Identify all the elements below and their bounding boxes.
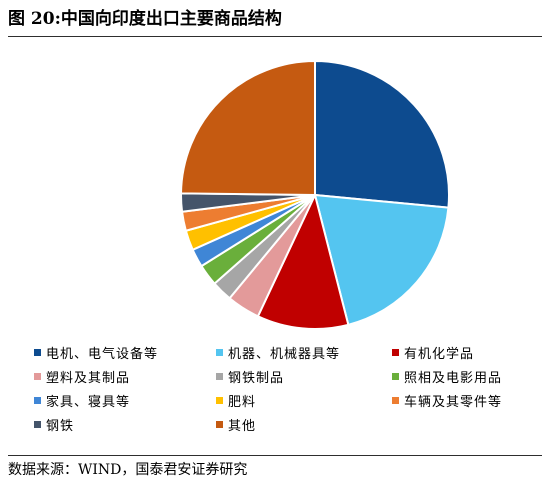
legend-item: 其他 bbox=[216, 416, 392, 434]
legend-swatch bbox=[216, 373, 223, 380]
legend-item: 钢铁 bbox=[34, 416, 216, 434]
legend-label: 钢铁制品 bbox=[228, 371, 285, 386]
pie-slice-1 bbox=[313, 193, 450, 327]
legend-item: 电机、电气设备等 bbox=[34, 344, 216, 362]
legend-swatch bbox=[216, 421, 223, 428]
pie-slice-10 bbox=[179, 59, 316, 197]
pie-slice-2 bbox=[256, 192, 350, 330]
legend-item: 肥料 bbox=[216, 392, 392, 410]
title-divider bbox=[8, 36, 542, 37]
legend-swatch bbox=[34, 397, 41, 404]
legend-swatch bbox=[34, 349, 41, 356]
legend-swatch bbox=[34, 421, 41, 428]
legend-label: 电机、电气设备等 bbox=[46, 347, 159, 362]
source-divider bbox=[8, 455, 542, 456]
legend-label: 家具、寝具等 bbox=[46, 395, 131, 410]
legend-label: 塑料及其制品 bbox=[46, 371, 131, 386]
pie-slice-0 bbox=[314, 59, 450, 209]
legend-swatch bbox=[216, 397, 223, 404]
legend-swatch bbox=[392, 397, 399, 404]
legend-label: 肥料 bbox=[228, 395, 257, 410]
legend-label: 有机化学品 bbox=[404, 347, 475, 362]
legend-item: 车辆及其零件等 bbox=[392, 392, 542, 410]
legend-item: 家具、寝具等 bbox=[34, 392, 216, 410]
legend-label: 其他 bbox=[228, 419, 257, 434]
data-source-note: 数据来源：WIND，国泰君安证券研究 bbox=[8, 462, 248, 478]
pie-chart bbox=[179, 59, 450, 330]
legend-item: 钢铁制品 bbox=[216, 368, 392, 386]
legend-swatch bbox=[392, 349, 399, 356]
chart-title: 图 20:中国向印度出口主要商品结构 bbox=[8, 9, 282, 29]
legend-item: 塑料及其制品 bbox=[34, 368, 216, 386]
legend-item: 照相及电影用品 bbox=[392, 368, 542, 386]
legend-swatch bbox=[216, 349, 223, 356]
legend-swatch bbox=[34, 373, 41, 380]
legend-item: 有机化学品 bbox=[392, 344, 542, 362]
legend-label: 机器、机械器具等 bbox=[228, 347, 341, 362]
legend-label: 车辆及其零件等 bbox=[404, 395, 503, 410]
legend-swatch bbox=[392, 373, 399, 380]
legend-label: 照相及电影用品 bbox=[404, 371, 503, 386]
legend-item: 机器、机械器具等 bbox=[216, 344, 392, 362]
chart-legend: 电机、电气设备等 机器、机械器具等 有机化学品塑料及其制品 钢铁制品 照相及电影用品家具… bbox=[34, 344, 542, 434]
legend-label: 钢铁 bbox=[46, 419, 75, 434]
